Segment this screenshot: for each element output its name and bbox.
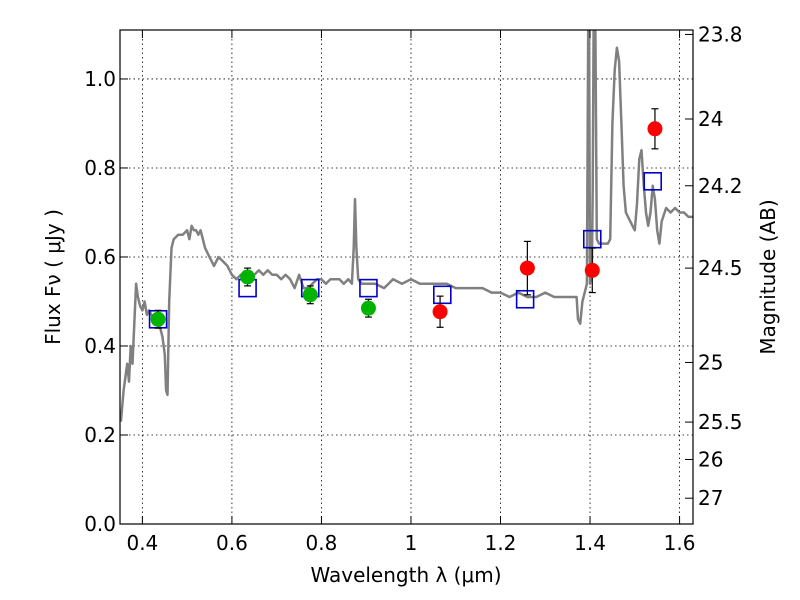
plot-area	[120, 30, 693, 422]
x-tick-label: 0.8	[306, 531, 338, 555]
optical-observation-point	[302, 287, 318, 303]
y-axis-title: Flux Fν ( μJy )	[41, 209, 65, 345]
near-ir-observation-point	[432, 304, 448, 320]
y-tick-label: 0.4	[84, 334, 116, 358]
optical-observation-point	[150, 311, 166, 327]
magnitude-tick-label: 24	[698, 107, 723, 131]
magnitude-tick-label: 24.2	[698, 174, 743, 198]
model-photometry-square	[515, 289, 535, 309]
y-tick-label: 1.0	[84, 67, 116, 91]
optical-observation-point	[360, 300, 376, 316]
near-ir-observation-point	[647, 121, 663, 137]
x-tick-label: 1	[405, 531, 418, 555]
axis-ticks: 0.4 0.6 0.8 1 1.2 1.4 1.6 0.0 0.2 0.4 0.6 0.8 1.0 23.…	[84, 22, 742, 555]
model-photometry-square	[433, 285, 452, 305]
near-ir-observation-point	[519, 260, 535, 276]
x-axis-title: Wavelength λ (μm)	[310, 563, 501, 587]
magnitude-tick-label: 24.5	[698, 256, 743, 280]
magnitude-tick-label: 27	[698, 486, 723, 510]
y-tick-label: 0.8	[84, 156, 116, 180]
model-photometry-square	[643, 172, 663, 191]
magnitude-tick-label: 25.5	[698, 410, 743, 434]
magnitude-tick-label: 25	[698, 350, 723, 374]
model-photometry-square	[359, 278, 378, 298]
magnitude-tick-label: 26	[698, 447, 723, 471]
y-tick-label: 0.0	[84, 512, 116, 536]
x-tick-label: 0.4	[126, 531, 158, 555]
y-tick-label: 0.2	[84, 423, 116, 447]
plot-frame	[119, 29, 694, 525]
x-tick-label: 1.4	[574, 531, 606, 555]
right-axis-title: Magnitude (AB)	[756, 199, 780, 354]
optical-observation-point	[240, 269, 256, 285]
x-tick-label: 0.6	[216, 531, 248, 555]
near-ir-observation-point	[584, 262, 600, 278]
y-tick-label: 0.6	[84, 245, 116, 269]
x-tick-label: 1.2	[485, 531, 517, 555]
grid-lines	[120, 30, 693, 525]
x-tick-label: 1.6	[664, 531, 696, 555]
sed-model-line	[120, 30, 693, 422]
magnitude-tick-label: 23.8	[698, 22, 743, 46]
